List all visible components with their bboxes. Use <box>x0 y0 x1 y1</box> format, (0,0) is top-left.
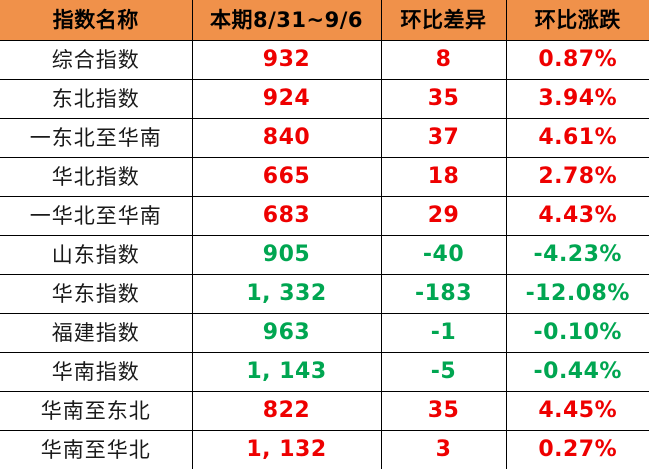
cell-index-name: 综合指数 <box>0 41 192 80</box>
cell-change-rate: 4.43% <box>506 197 649 236</box>
table-header: 指数名称 本期8/31~9/6 环比差异 环比涨跌 <box>0 0 649 41</box>
cell-index-name: 一东北至华南 <box>0 119 192 158</box>
cell-index-name: 华北指数 <box>0 158 192 197</box>
cell-index-name: 山东指数 <box>0 236 192 275</box>
column-header-period: 本期8/31~9/6 <box>192 0 381 41</box>
cell-difference: 29 <box>381 197 506 236</box>
cell-difference: 8 <box>381 41 506 80</box>
cell-difference: -5 <box>381 353 506 392</box>
cell-index-name: 华东指数 <box>0 275 192 314</box>
cell-current-value: 905 <box>192 236 381 275</box>
cell-current-value: 932 <box>192 41 381 80</box>
cell-change-rate: -0.44% <box>506 353 649 392</box>
cell-current-value: 924 <box>192 80 381 119</box>
cell-change-rate: 0.87% <box>506 41 649 80</box>
cell-current-value: 822 <box>192 392 381 431</box>
header-row: 指数名称 本期8/31~9/6 环比差异 环比涨跌 <box>0 0 649 41</box>
cell-difference: 35 <box>381 392 506 431</box>
cell-index-name: 福建指数 <box>0 314 192 353</box>
cell-change-rate: -4.23% <box>506 236 649 275</box>
cell-difference: -40 <box>381 236 506 275</box>
cell-current-value: 1, 332 <box>192 275 381 314</box>
cell-difference: -183 <box>381 275 506 314</box>
cell-change-rate: 4.61% <box>506 119 649 158</box>
cell-difference: 18 <box>381 158 506 197</box>
cell-change-rate: -12.08% <box>506 275 649 314</box>
cell-difference: 3 <box>381 431 506 469</box>
cell-index-name: 华南指数 <box>0 353 192 392</box>
cell-change-rate: -0.10% <box>506 314 649 353</box>
cell-index-name: 华南至东北 <box>0 392 192 431</box>
cell-current-value: 1, 143 <box>192 353 381 392</box>
cell-current-value: 840 <box>192 119 381 158</box>
cell-current-value: 1, 132 <box>192 431 381 469</box>
cell-change-rate: 2.78% <box>506 158 649 197</box>
column-header-change-rate: 环比涨跌 <box>506 0 649 41</box>
cell-current-value: 963 <box>192 314 381 353</box>
cell-change-rate: 0.27% <box>506 431 649 469</box>
cell-difference: 35 <box>381 80 506 119</box>
cell-current-value: 683 <box>192 197 381 236</box>
cell-difference: -1 <box>381 314 506 353</box>
cell-current-value: 665 <box>192 158 381 197</box>
cell-change-rate: 4.45% <box>506 392 649 431</box>
cell-change-rate: 3.94% <box>506 80 649 119</box>
column-header-index-name: 指数名称 <box>0 0 192 41</box>
column-header-difference: 环比差异 <box>381 0 506 41</box>
cell-index-name: 东北指数 <box>0 80 192 119</box>
cell-difference: 37 <box>381 119 506 158</box>
cell-index-name: 华南至华北 <box>0 431 192 469</box>
cell-index-name: 一华北至华南 <box>0 197 192 236</box>
